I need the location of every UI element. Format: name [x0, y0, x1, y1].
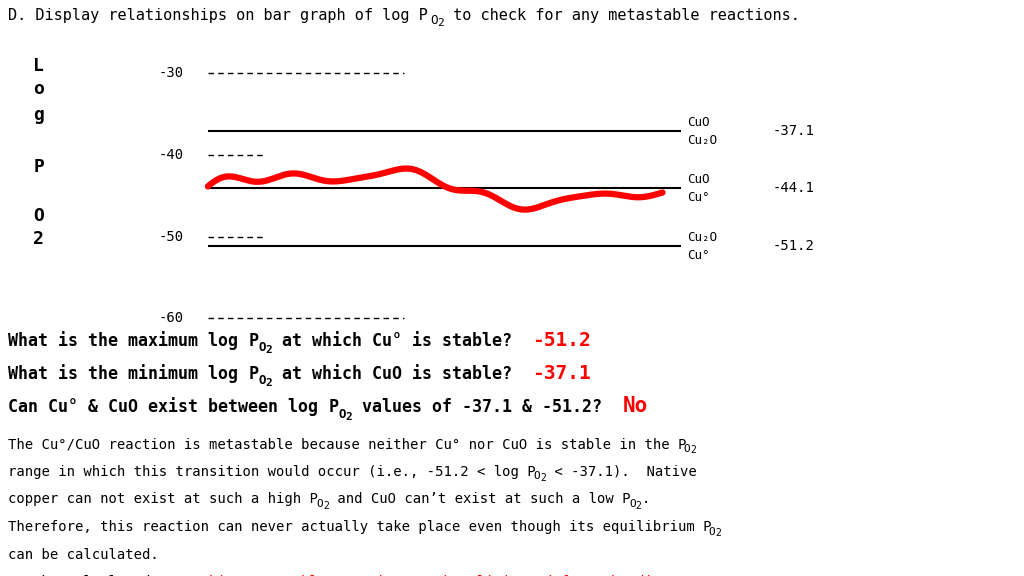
Text: -37.1: -37.1 — [532, 364, 591, 383]
Text: -50: -50 — [159, 230, 184, 244]
Text: D. Display relationships on bar graph of log P: D. Display relationships on bar graph of… — [8, 8, 428, 23]
Text: O: O — [430, 14, 437, 26]
Text: O: O — [258, 374, 265, 387]
Text: -60: -60 — [159, 311, 184, 325]
Text: 2: 2 — [540, 473, 546, 483]
Text: Therefore, this reaction can never actually take place even though its equilibri: Therefore, this reaction can never actua… — [8, 520, 712, 534]
Text: Cu°: Cu° — [687, 191, 710, 204]
Text: No: No — [623, 396, 647, 416]
Text: 2: 2 — [715, 528, 721, 538]
Text: O: O — [34, 207, 44, 225]
Text: O: O — [709, 526, 715, 536]
Text: 2: 2 — [324, 501, 329, 510]
Text: What is the minimum log: What is the minimum log — [8, 364, 248, 383]
Text: at which Cu° is stable?: at which Cu° is stable? — [272, 332, 532, 350]
Text: -51.2: -51.2 — [773, 240, 815, 253]
Text: g: g — [34, 106, 44, 124]
Text: What is the maximum log: What is the maximum log — [8, 331, 248, 350]
Text: Can Cu° & CuO exist between log: Can Cu° & CuO exist between log — [8, 397, 328, 416]
Text: -51.2: -51.2 — [532, 331, 591, 350]
Text: 2: 2 — [265, 378, 272, 388]
Text: o: o — [34, 80, 44, 98]
Text: range in which this transition would occur (i.e., -51.2 < log P: range in which this transition would occ… — [8, 465, 536, 479]
Text: P: P — [248, 332, 258, 350]
Text: can be calculated.: can be calculated. — [8, 548, 159, 562]
Text: copper can not exist at such a high P: copper can not exist at such a high P — [8, 492, 318, 506]
Text: O: O — [683, 444, 690, 453]
Text: P: P — [248, 365, 258, 383]
Text: to check for any metastable reactions.: to check for any metastable reactions. — [444, 8, 800, 23]
Text: O: O — [338, 408, 346, 420]
Text: can be calculated.: can be calculated. — [8, 575, 167, 576]
Text: L: L — [34, 57, 44, 75]
Text: 2: 2 — [265, 345, 272, 355]
Text: 2: 2 — [346, 412, 352, 422]
Text: -30: -30 — [159, 66, 184, 81]
Text: and CuO can’t exist at such a low P: and CuO can’t exist at such a low P — [329, 492, 631, 506]
Text: -37.1: -37.1 — [773, 124, 815, 138]
Text: O: O — [316, 499, 324, 509]
Text: Cu₂O: Cu₂O — [687, 231, 717, 244]
Text: -40: -40 — [159, 148, 184, 162]
Text: -44.1: -44.1 — [773, 181, 815, 195]
Text: values of -37.1 & -51.2?: values of -37.1 & -51.2? — [352, 399, 623, 416]
Text: O: O — [629, 499, 636, 509]
Text: .: . — [641, 492, 650, 506]
Text: at which CuO is stable?: at which CuO is stable? — [272, 365, 532, 383]
Text: So, this metastable reaction can be eliminated from the diagram.: So, this metastable reaction can be elim… — [167, 575, 702, 576]
Text: < -37.1).  Native: < -37.1). Native — [546, 465, 696, 479]
Text: P: P — [34, 158, 44, 176]
Text: The Cu°/CuO reaction is metastable because neither Cu° nor CuO is stable in the : The Cu°/CuO reaction is metastable becau… — [8, 437, 686, 451]
Text: O: O — [534, 471, 540, 481]
Text: Cu₂O: Cu₂O — [687, 134, 717, 147]
Text: CuO: CuO — [687, 116, 710, 129]
Text: 2: 2 — [34, 230, 44, 248]
Text: 2: 2 — [437, 18, 444, 28]
Text: Cu°: Cu° — [687, 249, 710, 262]
Text: CuO: CuO — [687, 173, 710, 186]
Text: O: O — [258, 341, 265, 354]
Text: 2: 2 — [690, 445, 695, 455]
Text: P: P — [328, 399, 338, 416]
Text: 2: 2 — [636, 501, 642, 510]
